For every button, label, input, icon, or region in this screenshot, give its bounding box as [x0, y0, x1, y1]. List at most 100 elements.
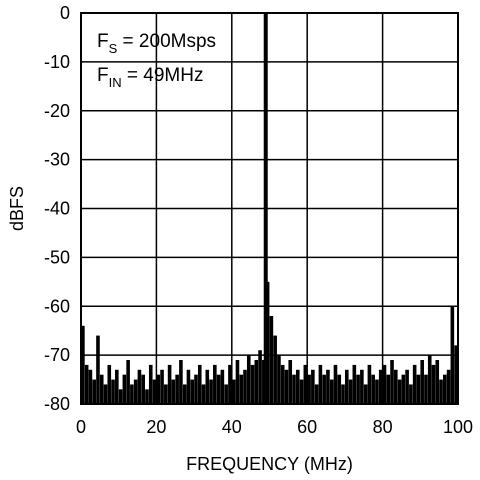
spectrum-bar [186, 369, 191, 404]
spectrum-bar [167, 364, 172, 404]
annotation-value: = 49MHz [122, 65, 204, 86]
spectrum-bar [99, 374, 104, 404]
x-tick-label: 80 [373, 417, 393, 437]
annotation-line: FIN = 49MHz [97, 65, 203, 90]
spectrum-bar [382, 364, 387, 404]
spectrum-bar [141, 374, 146, 404]
spectrum-bar [378, 369, 383, 404]
annotation-subscript: IN [109, 75, 122, 90]
spectrum-bar [231, 379, 236, 404]
spectrum-bar [81, 325, 85, 404]
spectrum-bar [409, 384, 413, 404]
spectrum-bar [213, 364, 217, 404]
spectrum-bar [284, 369, 289, 404]
spectrum-bar [454, 345, 458, 404]
y-axis-title: dBFS [7, 186, 27, 231]
spectrum-bar [122, 374, 127, 404]
plot-frame [80, 12, 459, 405]
spectrum-bar [273, 335, 277, 404]
spectrum-bar [220, 369, 225, 404]
spectrum-bar [356, 374, 360, 404]
y-tick-label: 0 [60, 3, 70, 23]
spectrum-bar [371, 374, 375, 404]
spectrum-bar [367, 364, 372, 404]
spectrum-bar [292, 374, 296, 404]
spectrum-bar [171, 379, 176, 404]
spectrum-bar [333, 364, 338, 404]
spectrum-bar [126, 360, 130, 404]
spectrum-bar [96, 335, 100, 404]
spectrum-bar [88, 369, 93, 404]
y-tick-label: -40 [44, 199, 70, 219]
spectrum-bar [190, 379, 195, 404]
spectrum-bar [337, 374, 342, 404]
spectrum-bar [435, 360, 440, 404]
spectrum-bar [405, 369, 409, 404]
y-tick-label: -60 [44, 296, 70, 316]
spectrum-bar [130, 384, 134, 404]
y-tick-label: -80 [44, 394, 70, 414]
spectrum-bar [265, 281, 270, 404]
spectrum-bar [201, 384, 206, 404]
spectrum-bar [145, 389, 149, 404]
y-tick-label: -30 [44, 150, 70, 170]
spectrum-bar [277, 355, 281, 404]
spectrum-bar [103, 384, 108, 404]
x-tick-label: 40 [222, 417, 242, 437]
spectrum-bar [360, 369, 364, 404]
spectrum-bar [280, 364, 285, 404]
annotation-subscript: S [109, 41, 118, 56]
spectrum-bar [182, 384, 187, 404]
spectrum-bar [352, 364, 357, 404]
y-tick-label: -10 [44, 52, 70, 72]
spectrum-bar [450, 306, 455, 404]
spectrum-bar [235, 360, 240, 404]
spectrum-bar [439, 379, 443, 404]
spectrum-bar [288, 360, 293, 404]
spectrum-bar [263, 13, 268, 404]
spectrum-bar [443, 374, 447, 404]
spectrum-bar [246, 355, 251, 404]
spectrum-bar [424, 374, 428, 404]
spectrum-bar [295, 369, 300, 404]
spectrum-bar [160, 369, 164, 404]
spectrum-bar [179, 360, 183, 404]
spectrum-bar [216, 374, 221, 404]
spectrum-bar [175, 374, 179, 404]
annotation-symbol: F [97, 65, 109, 86]
spectrum-bar [239, 374, 244, 404]
y-tick-label: -50 [44, 247, 70, 267]
spectrum-bar [412, 364, 417, 404]
spectrum-bar [299, 379, 304, 404]
spectrum-bar [322, 374, 326, 404]
spectrum-bar [311, 369, 315, 404]
spectrum-bar [164, 384, 168, 404]
spectrum-bar [197, 364, 202, 404]
spectrum-bar [307, 374, 311, 404]
x-tick-label: 20 [146, 417, 166, 437]
spectrum-bar [386, 374, 391, 404]
x-tick-label: 0 [76, 417, 86, 437]
spectrum-bar [375, 379, 379, 404]
spectrum-bar [446, 369, 451, 404]
spectrum-bar [156, 374, 161, 404]
spectrum-bar [344, 369, 349, 404]
x-axis-title: FREQUENCY (MHz) [186, 454, 353, 474]
spectrum-bar [258, 350, 262, 404]
spectrum-bar [107, 364, 112, 404]
x-tick-label: 60 [297, 417, 317, 437]
y-tick-label: -20 [44, 101, 70, 121]
spectrum-bar [363, 384, 368, 404]
spectrum-bar [243, 369, 247, 404]
spectrum-bar [137, 369, 142, 404]
spectrum-bar [92, 379, 96, 404]
spectrum-bar [427, 355, 432, 404]
spectrum-bar [326, 369, 330, 404]
x-tick-label: 100 [443, 417, 473, 437]
spectrum-bar [348, 379, 353, 404]
annotation-symbol: F [97, 31, 109, 52]
spectrum-bars [81, 13, 458, 404]
spectrum-bar [111, 379, 115, 404]
